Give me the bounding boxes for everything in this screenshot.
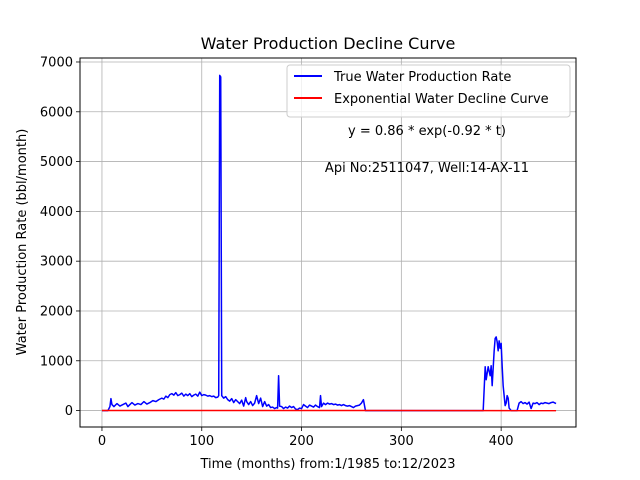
y-tick-label: 3000 (40, 255, 73, 270)
x-tick-label: 300 (389, 434, 414, 449)
y-tick-label: 7000 (40, 55, 73, 70)
x-tick-label: 400 (489, 434, 514, 449)
equation-annotation: y = 0.86 * exp(-0.92 * t) (348, 124, 506, 139)
true-water-production-rate-line (101, 74, 557, 412)
y-tick-label: 0 (65, 404, 73, 419)
x-tick-label: 200 (289, 434, 314, 449)
y-tick-label: 4000 (40, 205, 73, 220)
y-tick-label: 2000 (40, 304, 73, 319)
x-axis-label: Time (months) from:1/1985 to:12/2023 (199, 457, 455, 472)
legend-label-decline-curve: Exponential Water Decline Curve (334, 92, 549, 107)
well-annotation: Api No:2511047, Well:14-AX-11 (325, 161, 529, 176)
ticks: 0 100 200 300 400010002000300040005000600070… (40, 55, 514, 449)
x-tick-label: 0 (98, 434, 106, 449)
plot-frame (79, 57, 577, 428)
x-tick-label: 100 (189, 434, 214, 449)
legend-label-true-rate: True Water Production Rate (333, 70, 511, 85)
y-axis-label: Water Production Rate (bbl/month) (15, 129, 30, 356)
chart-title: Water Production Decline Curve (201, 34, 456, 53)
series-layer (101, 74, 557, 412)
legend: True Water Production Rate Exponential W… (286, 64, 571, 118)
y-tick-label: 5000 (40, 155, 73, 170)
grid (80, 58, 576, 427)
y-tick-label: 1000 (40, 354, 73, 369)
y-tick-label: 6000 (40, 105, 73, 120)
legend-box (286, 64, 571, 118)
